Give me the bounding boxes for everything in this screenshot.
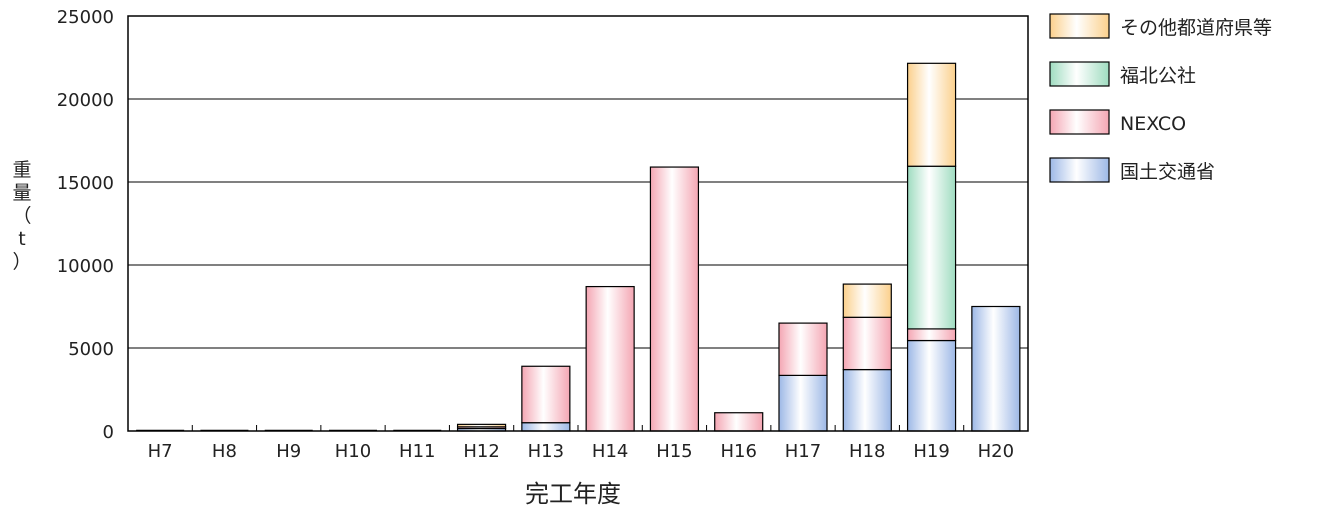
x-tick-label: H9 xyxy=(276,441,301,462)
y-tick-labels: 0 5000 10000 15000 20000 25000 xyxy=(57,7,114,443)
legend-swatch xyxy=(1049,13,1110,39)
bar-segment xyxy=(906,62,957,167)
gridlines xyxy=(128,98,1028,349)
bar-segment xyxy=(714,412,764,432)
legend-swatch xyxy=(1049,157,1110,183)
bar-segment xyxy=(842,283,892,318)
x-tick-label: H13 xyxy=(528,441,564,462)
x-tick-label: H8 xyxy=(212,441,237,462)
legend-swatch xyxy=(1049,61,1110,87)
bar-segment xyxy=(585,285,635,432)
bar-segment xyxy=(906,339,957,432)
bar-segment xyxy=(842,368,892,432)
y-tick-label: 10000 xyxy=(57,256,114,277)
bar-segment xyxy=(456,423,507,428)
x-tick-label: H15 xyxy=(656,441,692,462)
bar-segment xyxy=(778,322,828,376)
legend-label: 国土交通省 xyxy=(1120,161,1215,183)
x-axis-label: 完工年度 xyxy=(525,480,621,508)
x-tick-label: H20 xyxy=(978,441,1014,462)
bar-segment xyxy=(778,374,828,432)
bar-segment xyxy=(906,165,957,330)
bar-segment xyxy=(521,365,571,424)
y-axis-label: 重量（ t） xyxy=(12,159,31,273)
y-tick-label: 25000 xyxy=(57,7,114,28)
legend-label: その他都道府県等 xyxy=(1120,17,1272,39)
legend-label: NEXCO xyxy=(1120,113,1186,135)
bar-segment xyxy=(521,422,571,432)
bar-segment xyxy=(971,305,1021,432)
y-tick-label: 20000 xyxy=(57,90,114,111)
x-tick-label: H14 xyxy=(592,441,628,462)
legend-label: 福北公社 xyxy=(1120,65,1196,87)
y-tick-label: 5000 xyxy=(68,339,114,360)
bars-group xyxy=(127,62,1021,432)
bar-segment xyxy=(842,316,892,371)
x-tick-label: H11 xyxy=(399,441,435,462)
x-tick-label: H16 xyxy=(720,441,756,462)
bar-segment xyxy=(906,328,957,342)
plot-frame xyxy=(127,15,1029,432)
x-tick-label: H7 xyxy=(148,441,173,462)
x-tick-label: H12 xyxy=(463,441,499,462)
y-tick-label: 15000 xyxy=(57,173,114,194)
bar-segment xyxy=(649,166,700,432)
x-tick-label: H18 xyxy=(849,441,885,462)
x-tick-label: H19 xyxy=(913,441,949,462)
x-tick-label: H17 xyxy=(785,441,821,462)
y-tick-label: 0 xyxy=(103,422,114,443)
x-tick-label: H10 xyxy=(335,441,371,462)
x-tick-labels: H7 H8 H9 H10 H11 H12 H13 H14 H15 H16 H17 H18 H19 H20 xyxy=(148,441,1014,462)
legend-swatch xyxy=(1049,109,1110,135)
